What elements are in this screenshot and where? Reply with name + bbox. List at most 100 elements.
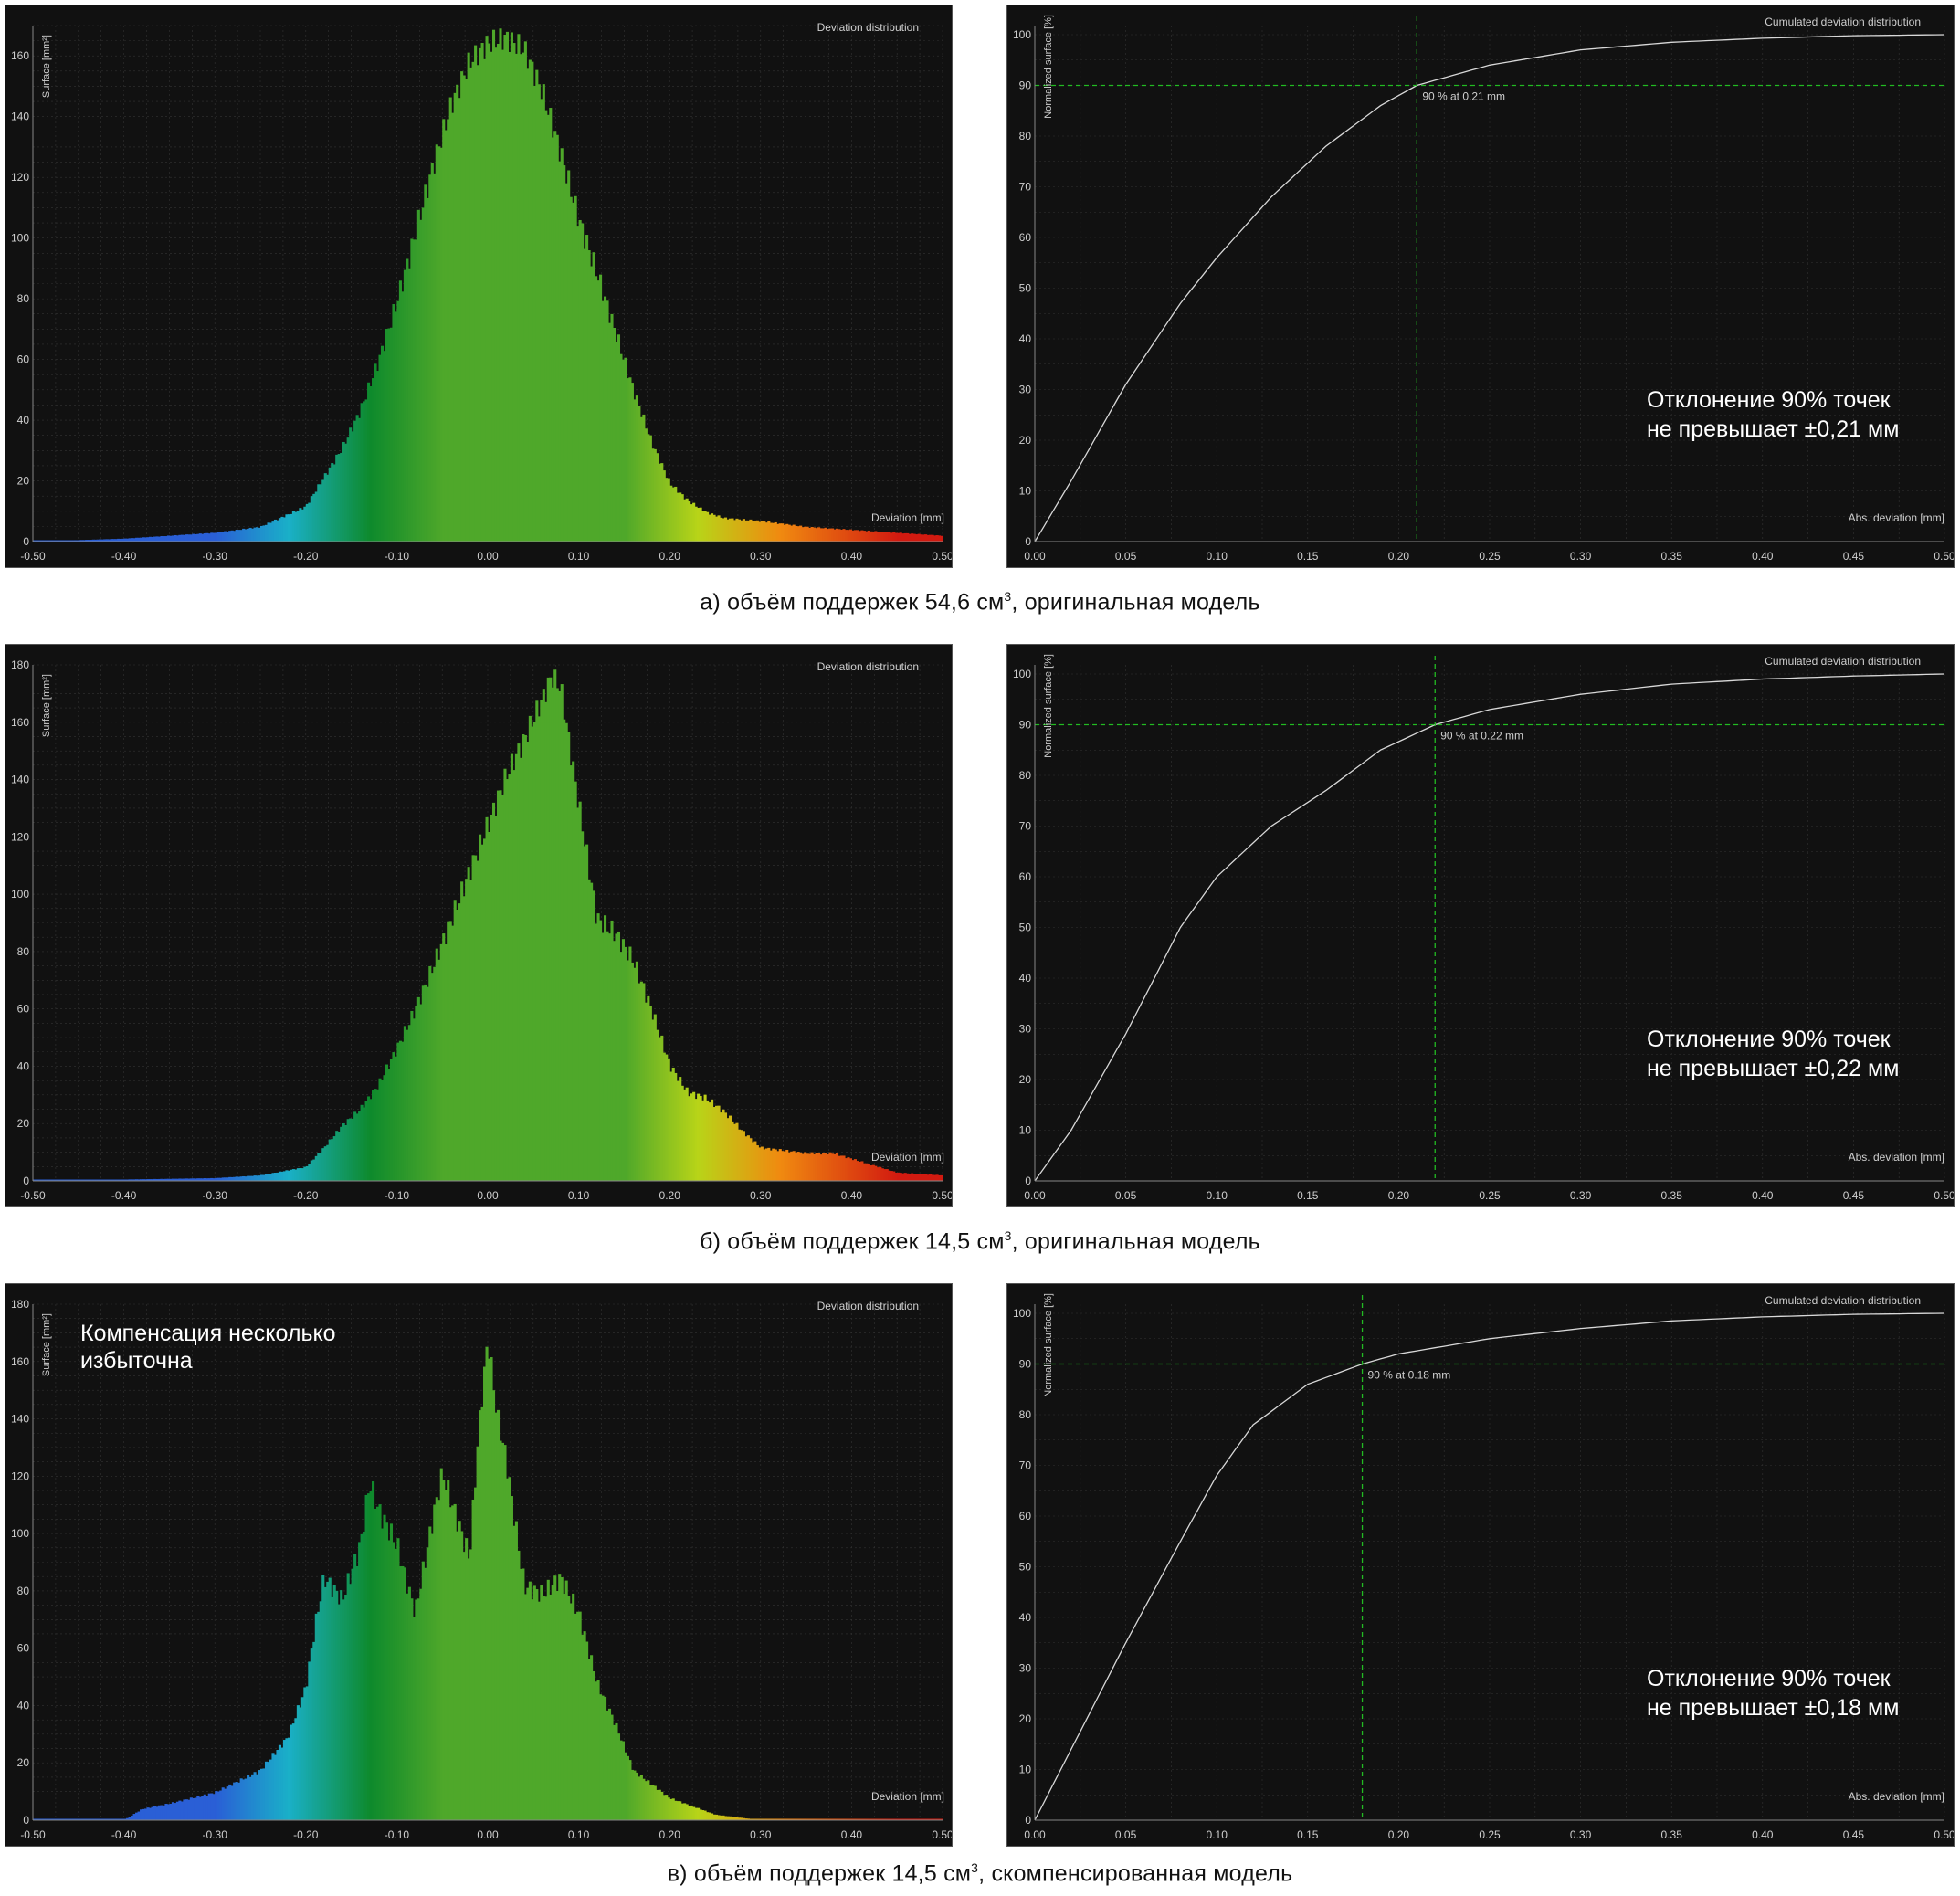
histogram-bar [235,529,238,542]
histogram-bar [651,448,655,542]
histogram-bar [624,357,627,542]
histogram-bar [869,1165,873,1181]
histogram-bar [317,1153,321,1181]
histogram-bar [421,207,425,542]
x-tick-label: 0.10 [1207,1828,1228,1841]
histogram-bar [772,1148,775,1181]
histogram-bar [737,1817,741,1820]
histogram-bar [924,1174,928,1181]
histogram-bar [375,1506,380,1820]
histogram-bar [499,28,502,542]
histogram-bar [758,1818,762,1820]
histogram-bar [537,84,541,542]
histogram-bar [858,531,861,542]
histogram-bar [688,1096,691,1181]
histogram-bar [105,539,109,542]
histogram-bar [581,1634,585,1820]
y-tick-label: 100 [1013,668,1031,680]
histogram-bar [496,790,501,1181]
histogram-bar [121,538,125,542]
histogram-bar [540,99,543,542]
histogram-bar [610,920,614,1181]
y-tick-label: 140 [11,111,29,123]
histogram-bar [703,1094,707,1181]
histogram-bar [888,532,891,542]
histogram-bar [755,1145,759,1181]
histogram-bar [894,1172,898,1181]
histogram-bar [503,1445,507,1820]
histogram-bar [806,1153,809,1181]
histogram-bar [685,498,689,542]
x-tick-label: 0.10 [1207,550,1228,563]
histogram-bar [46,1818,50,1820]
histogram-bar [931,1174,934,1181]
histogram-bar [299,508,302,542]
histogram-bar [544,1596,548,1820]
y-tick-label: 50 [1019,922,1032,934]
histogram-bar [610,1714,614,1820]
histogram-bar [326,1581,330,1820]
histogram-bar [505,31,510,542]
histogram-bar [80,1818,84,1820]
histogram-bar [815,1818,818,1820]
histogram-bar [262,1768,266,1820]
histogram-bar [267,522,270,542]
histogram-bar [606,1710,609,1820]
histogram-bar [531,61,534,542]
histogram-bar [394,1056,397,1181]
histogram-bar [235,1176,238,1181]
x-tick-label: 0.50 [932,550,952,563]
histogram-bar [490,1357,493,1820]
histogram-bar [774,1149,777,1181]
x-tick-label: 0.10 [568,1828,590,1841]
histogram-bar [474,855,478,1181]
histogram-bar [583,846,586,1181]
histogram-bar [103,539,107,542]
histogram-bar [162,1178,166,1181]
histogram-bar [91,539,95,542]
histogram-bar [183,534,186,542]
histogram-bar [653,1014,657,1181]
histogram-bar [471,61,475,542]
histogram-bar [244,1176,248,1181]
histogram-bar [351,431,354,542]
histogram-bar [621,359,625,542]
histogram-bar [801,1153,805,1181]
histogram-bar [215,1177,218,1181]
histogram-bar [853,530,857,542]
histogram-bar [44,1179,47,1181]
histogram-bar [787,1152,791,1181]
histogram-bar [564,183,568,542]
histogram-bar [703,1810,707,1820]
histogram-bar [346,437,350,542]
histogram-bar [665,478,669,542]
histogram-bar [567,1596,571,1820]
histogram-bar [644,1002,648,1181]
histogram-bar [851,1818,855,1820]
histogram-bar [722,518,725,542]
histogram-bar [44,1818,47,1820]
y-tick-label: 70 [1019,1459,1032,1472]
histogram-bar [763,1149,766,1181]
histogram-bar [415,239,418,542]
histogram-bar [203,533,206,542]
histogram-bar [194,533,197,542]
histogram-bar [890,1818,893,1820]
histogram-bar [578,801,582,1181]
histogram-bar [669,1798,673,1820]
histogram-bar [310,1648,313,1820]
histogram-bar [912,533,916,542]
y-tick-label: 0 [1025,1814,1031,1827]
histogram-bar [244,529,248,542]
histogram-bar [885,532,889,542]
histogram-bar [48,540,52,542]
histogram-bar [189,534,193,542]
histogram-bar [196,1178,200,1181]
histogram-bar [483,58,487,542]
histogram-bar [692,502,696,542]
histogram-bar [911,533,914,542]
histogram-bar [827,1818,830,1820]
x-tick-label: 0.35 [1661,1828,1683,1841]
histogram-bar [349,1584,353,1820]
histogram-bar [131,538,134,542]
